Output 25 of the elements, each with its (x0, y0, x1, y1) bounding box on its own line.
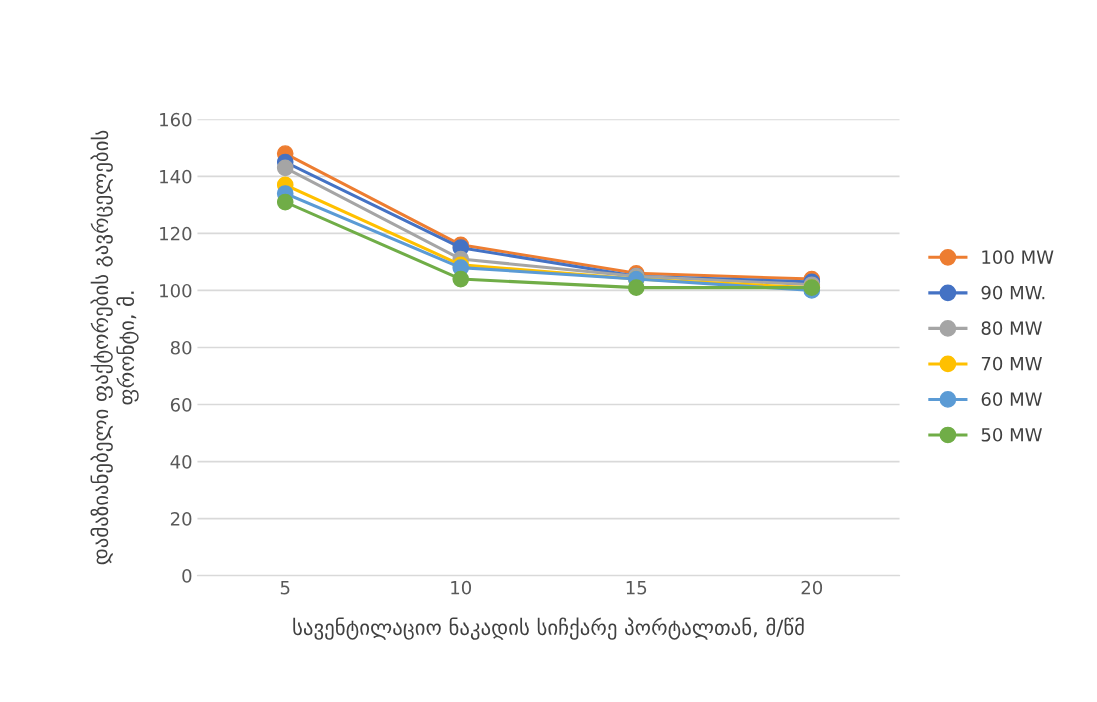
point (627, 279, 645, 296)
point (276, 159, 294, 177)
x-tick-label: 20 (801, 580, 823, 595)
y-tick-label: 160 (160, 112, 192, 127)
y-tick-label: 120 (160, 226, 192, 241)
legend-label: 100 MW (982, 250, 1054, 264)
legend-label: 80 MW (981, 321, 1042, 335)
x-axis-title: სავენტილაციო ნაკადის სიჩქარე პორტალთან, მ/წმ (293, 617, 804, 640)
y-tick-label: 100 (160, 283, 192, 298)
y-tick-label: 20 (170, 512, 192, 526)
y-tick-label: 40 (170, 455, 192, 469)
legend-label: 90 MW. (981, 285, 1045, 300)
y-axis-title: დამაზიანებელი ფაქტორების გავრცელების ფრონტი, მ. (90, 130, 139, 565)
legend-label: 50 MW (981, 427, 1042, 442)
legend-label: 70 MW (981, 356, 1042, 371)
y-tick-label: 80 (170, 340, 192, 355)
y-tick-label: 140 (160, 169, 192, 184)
y-tick-label: 0 (182, 569, 192, 583)
point (276, 193, 294, 211)
point (452, 270, 470, 288)
x-tick-label: 10 (451, 580, 472, 595)
legend-label: 60 MW (981, 392, 1042, 407)
x-tick-label: 15 (626, 581, 647, 595)
y-tick-label: 60 (170, 397, 192, 412)
x-tick-label: 5 (280, 581, 290, 595)
